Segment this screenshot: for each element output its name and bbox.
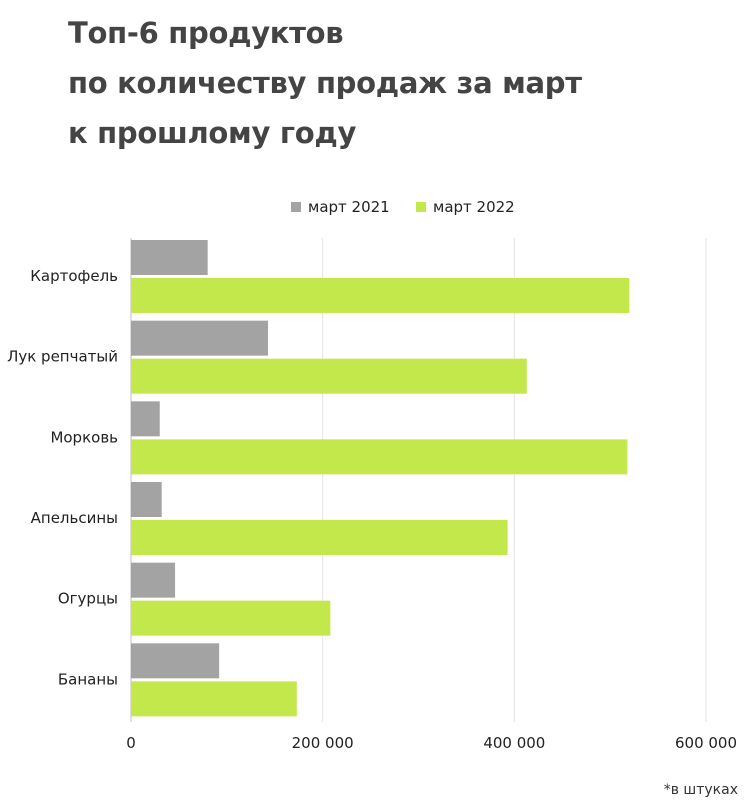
footnote: *в штуках — [664, 782, 738, 798]
category-label: Бананы — [58, 670, 118, 688]
bar-mart-2022 — [131, 278, 630, 313]
legend-swatch — [291, 202, 301, 212]
x-tick-label: 400 000 — [483, 734, 545, 752]
bar-mart-2022 — [131, 439, 628, 475]
bar-mart-2021 — [131, 482, 162, 517]
bar-mart-2022 — [131, 681, 297, 717]
x-tick-label: 600 000 — [675, 734, 737, 752]
category-labels: Картофель Лук репчатый Морковь Апельсины Огу… — [7, 267, 118, 688]
bars — [131, 240, 630, 717]
legend-swatch — [416, 202, 426, 212]
legend-label: март 2021 — [308, 198, 390, 216]
category-label: Огурцы — [58, 590, 118, 608]
chart-title-line-1: Топ-6 продуктов — [68, 16, 344, 50]
bar-mart-2022 — [131, 520, 508, 555]
legend: март 2021 март 2022 — [291, 198, 515, 216]
grid — [130, 238, 707, 722]
bar-mart-2021 — [131, 401, 160, 437]
legend-label: март 2022 — [433, 198, 515, 216]
chart-title: Топ-6 продуктов по количеству продаж за … — [68, 8, 582, 158]
x-tick-label: 200 000 — [292, 734, 354, 752]
bar-mart-2021 — [131, 643, 220, 679]
chart-title-line-3: к прошлому году — [68, 116, 357, 150]
bar-mart-2021 — [131, 320, 269, 356]
x-axis-tick-labels: 0 200 000 400 000 600 000 — [126, 734, 737, 752]
category-label: Апельсины — [31, 509, 118, 527]
category-label: Морковь — [50, 428, 118, 446]
category-label: Картофель — [30, 267, 118, 285]
bar-mart-2022 — [131, 358, 527, 394]
bar-mart-2022 — [131, 600, 331, 636]
bar-mart-2021 — [131, 240, 208, 275]
category-label: Лук репчатый — [7, 348, 118, 366]
x-tick-label: 0 — [126, 734, 136, 752]
chart-title-line-2: по количеству продаж за март — [68, 66, 582, 100]
bar-mart-2021 — [131, 562, 176, 598]
